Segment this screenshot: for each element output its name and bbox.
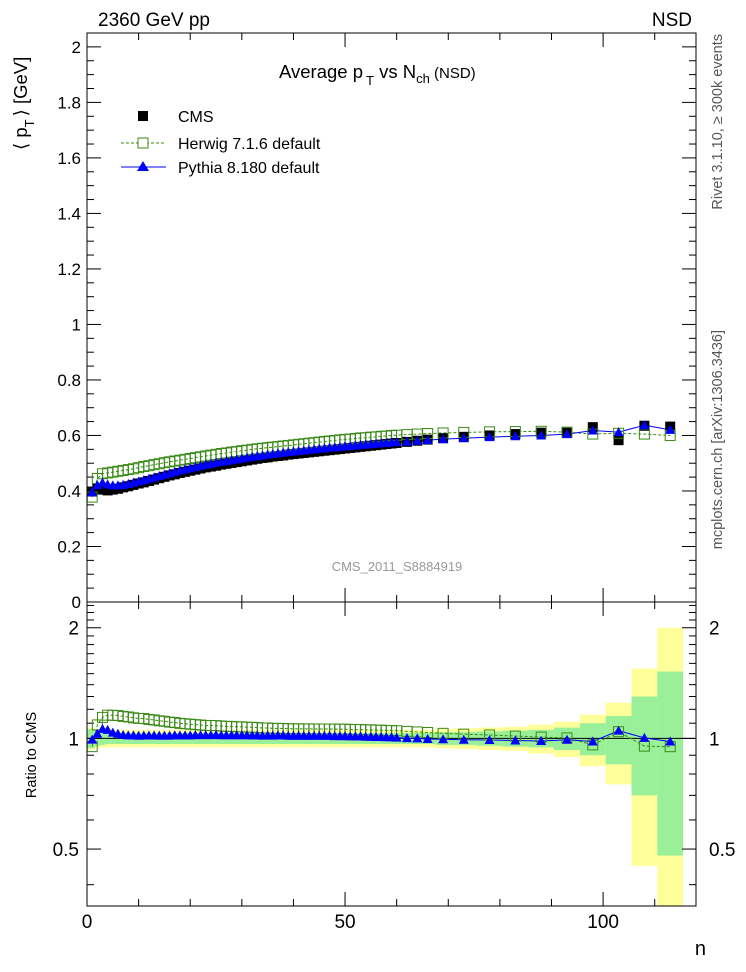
pythia-data-point (422, 435, 433, 445)
main-y-tick-label: 1.8 (57, 93, 81, 112)
pythia-data-point (484, 432, 495, 442)
pythia-data-point (412, 435, 423, 445)
ylabel-open: ⟨ p (10, 127, 31, 150)
pythia-data-point (87, 487, 98, 497)
legend-cms-label: CMS (178, 109, 214, 126)
process-label: NSD (652, 10, 692, 31)
main-y-tick-label: 0.4 (57, 482, 81, 501)
pythia-ratio-point (510, 735, 521, 745)
main-y-tick-label: 1.2 (57, 260, 81, 279)
main-y-tick-label: 0.8 (57, 371, 81, 390)
main-y-tick-label: 1.6 (57, 149, 81, 168)
main-y-tick-label: 1.4 (57, 204, 81, 223)
ratio-panel: 0.5 0.5 1 1 2 2 0 50 100 Ratio to CMS n (24, 601, 735, 960)
ylabel-close: ⟩ [GeV] (10, 57, 31, 117)
pythia-data-point (92, 480, 103, 490)
ratio-y-axis-label: Ratio to CMS (24, 712, 40, 798)
cms-data-point (97, 484, 108, 495)
legend-pythia-marker (137, 161, 149, 171)
ratio-y-tick-label: 1 (68, 729, 79, 750)
pythia-ratio-point (536, 736, 547, 746)
ratio-y-tick-label-right: 1 (709, 729, 720, 750)
pythia-ratio-point (87, 734, 98, 744)
pythia-ratio-point (613, 725, 624, 735)
analysis-watermark: CMS_2011_S8884919 (332, 559, 463, 574)
ratio-axis-ticks: 0.5 0.5 1 1 2 2 0 50 100 (53, 602, 735, 933)
title-average: Average p (279, 61, 363, 82)
ratio-y-tick-label: 0.5 (53, 840, 79, 861)
main-y-axis-label: ⟨ pT ⟩ [GeV] (10, 57, 37, 150)
main-series-group (86, 420, 676, 503)
pythia-ratio-point (639, 732, 650, 742)
main-y-tick-label: 0.2 (57, 537, 81, 556)
x-tick-label: 100 (587, 912, 619, 933)
pythia-ratio-point (561, 734, 572, 744)
pythia-data-point (587, 425, 598, 435)
pythia-data-point (438, 434, 449, 444)
legend-herwig-label: Herwig 7.1.6 default (178, 136, 321, 153)
legend-herwig-marker (137, 137, 149, 149)
pythia-data-point (391, 437, 402, 447)
x-tick-label: 50 (334, 912, 355, 933)
pythia-data-point (401, 436, 412, 446)
energy-label: 2360 GeV pp (98, 10, 210, 31)
legend-pythia-label: Pythia 8.180 default (178, 160, 320, 177)
mcplots-source-label: mcplots.cern.ch [arXiv:1306.3436] (710, 330, 726, 549)
pythia-ratio-point (401, 733, 412, 743)
ratio-y-tick-label-right: 2 (709, 619, 720, 640)
ratio-uncertainty-bands (87, 627, 684, 906)
ratio-y-tick-label: 2 (68, 619, 79, 640)
ratio-y-tick-label-right: 0.5 (709, 840, 735, 861)
pythia-ratio-point (391, 732, 402, 742)
main-axis-ticks: 0 0.2 0.4 0.6 0.8 1 1.2 1.4 1.6 1.8 2 (57, 33, 696, 612)
cms-data-point (102, 485, 113, 496)
main-y-tick-label: 0.6 (57, 426, 81, 445)
ratio-series-group (86, 709, 676, 753)
pythia-ratio-point (92, 728, 103, 738)
pythia-ratio-point (458, 734, 469, 744)
ylabel-sub-t: T (22, 119, 37, 127)
x-axis-label: n (695, 938, 706, 960)
ratio-band-inner (657, 671, 684, 856)
title-tail: (NSD) (430, 65, 476, 82)
pythia-ratio-point (438, 734, 449, 744)
ratio-band-inner (605, 716, 632, 765)
ratio-plot-frame (86, 601, 697, 907)
main-y-tick-label: 1 (72, 315, 81, 334)
main-y-tick-label: 0 (72, 593, 81, 612)
pythia-data-point (561, 429, 572, 439)
pythia-data-point (536, 430, 547, 440)
main-y-tick-label: 2 (72, 38, 81, 57)
x-tick-label: 0 (82, 912, 93, 933)
legend-cms-marker (138, 111, 148, 121)
herwig-ratio-line (91, 714, 671, 748)
pythia-ratio-point (412, 733, 423, 743)
title-sub-t: T (366, 73, 374, 88)
pythia-ratio-point (587, 736, 598, 746)
rivet-version-label: Rivet 3.1.10, ≥ 300k events (710, 34, 726, 210)
title-vs: vs N (374, 61, 416, 82)
cms-data-point (107, 484, 118, 495)
legend: CMS Herwig 7.1.6 default Pythia 8.180 de… (121, 109, 321, 177)
pythia-data-point (458, 433, 469, 443)
pythia-ratio-point (422, 733, 433, 743)
pythia-data-point (639, 420, 650, 430)
pythia-ratio-point (665, 736, 676, 746)
pythia-data-point (613, 427, 624, 437)
cms-data-point (613, 435, 624, 446)
title-sub-ch: ch (416, 71, 430, 86)
pythia-data-point (665, 424, 676, 434)
pythia-ratio-point (102, 724, 113, 734)
pythia-ratio-point (484, 735, 495, 745)
pythia-data-point (510, 431, 521, 441)
